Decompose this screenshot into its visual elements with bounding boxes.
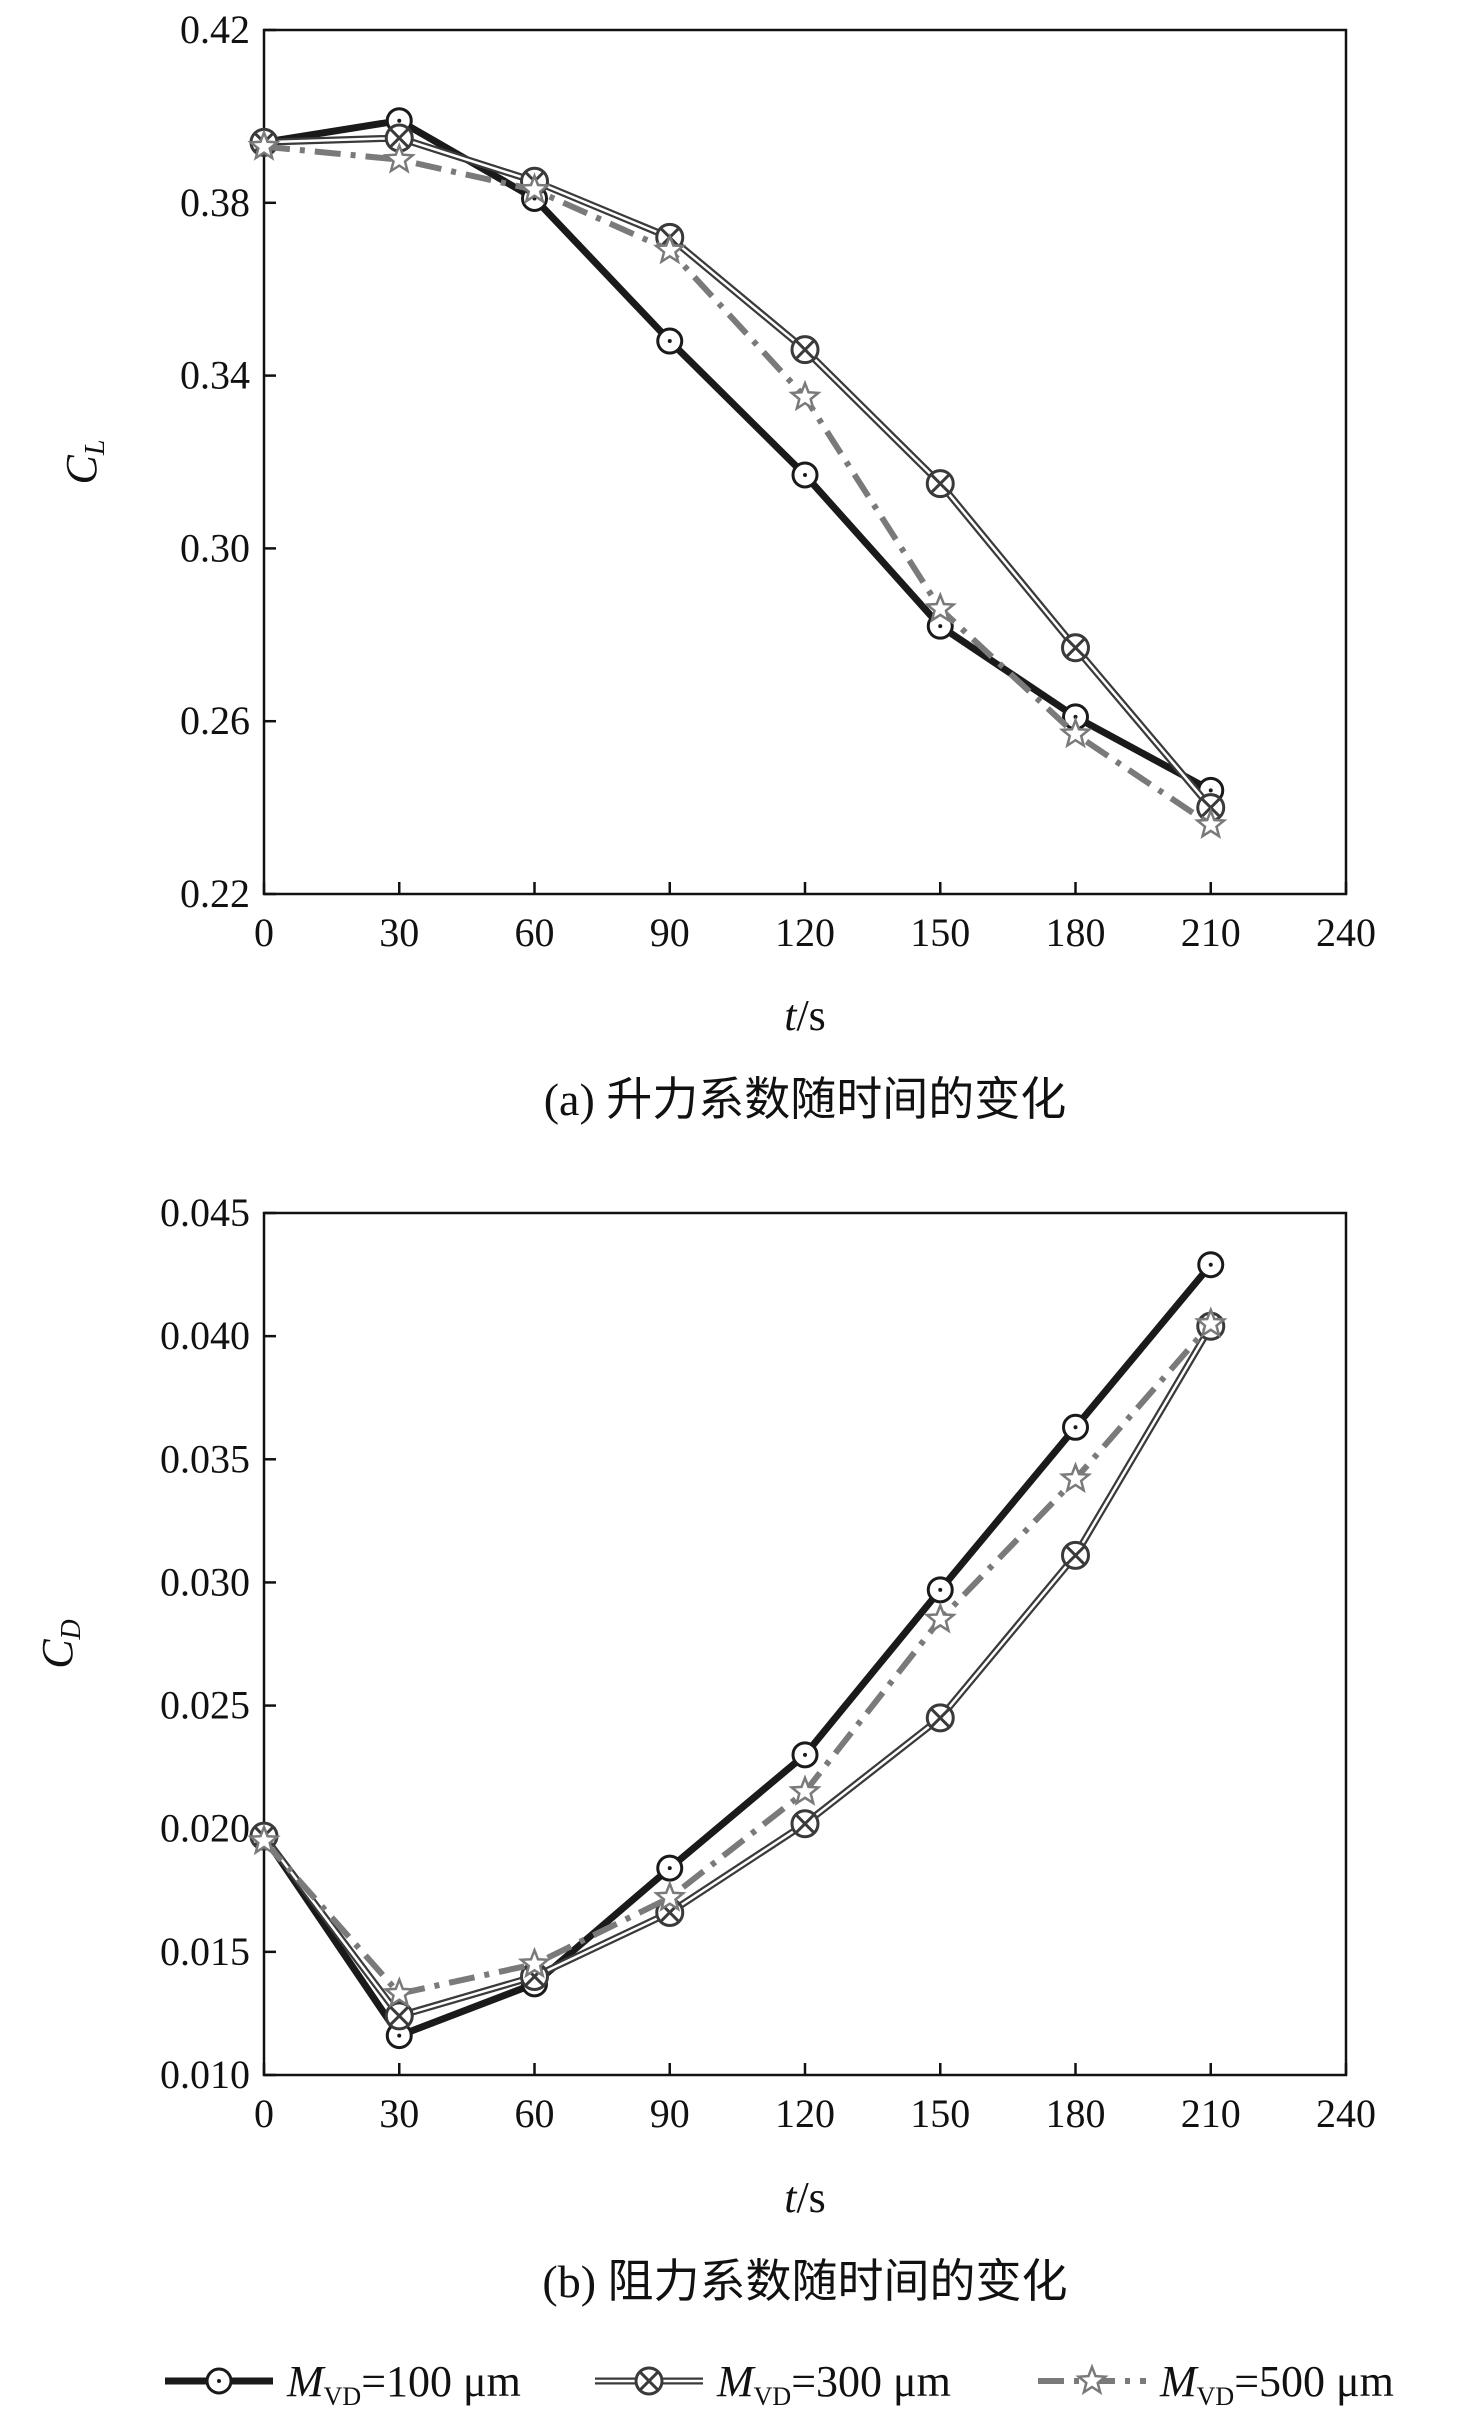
x-tick-label: 30 bbox=[379, 910, 419, 955]
legend-item: MVD=500 μm bbox=[1038, 2357, 1394, 2411]
chart-b-caption: (b) 阻力系数随时间的变化 bbox=[542, 2256, 1067, 2307]
data-point bbox=[1058, 716, 1093, 749]
x-tick-label: 0 bbox=[254, 910, 274, 955]
series-line-1 bbox=[261, 1262, 1214, 2040]
data-point bbox=[1058, 1461, 1093, 1494]
x-tick-label: 90 bbox=[650, 910, 690, 955]
x-tick-label: 210 bbox=[1181, 910, 1241, 955]
x-tick-label: 150 bbox=[910, 910, 970, 955]
data-point bbox=[788, 1774, 822, 1806]
chart-a-x-ticks: 0 30 60 90 120 150 180 210 240 bbox=[254, 882, 1376, 955]
data-point bbox=[1197, 1251, 1225, 1279]
x-tick-label: 240 bbox=[1316, 2091, 1376, 2136]
legend: MVD=100 μm MVD=300 μm MVD=500 μm bbox=[165, 2357, 1394, 2411]
chart-b-x-axis-label: t/s bbox=[784, 2173, 826, 2222]
series-line-2 bbox=[261, 1324, 1214, 2020]
data-point bbox=[656, 327, 684, 355]
series-line-3 bbox=[261, 1321, 1214, 1998]
chart-b-x-ticks: 0 30 60 90 120 150 180 210 240 bbox=[254, 2063, 1376, 2136]
x-tick-label: 180 bbox=[1046, 2091, 1106, 2136]
y-tick-label: 0.26 bbox=[180, 698, 250, 743]
legend-label: MVD=500 μm bbox=[1159, 2357, 1394, 2411]
y-tick-label: 0.015 bbox=[160, 1929, 250, 1974]
chart-b-y-ticks: 0.010 0.015 0.020 0.025 0.030 0.035 0.040 0.045 bbox=[160, 1190, 276, 2097]
y-tick-label: 0.045 bbox=[160, 1190, 250, 1235]
series-line-2 bbox=[263, 134, 1214, 810]
data-point bbox=[923, 1601, 957, 1634]
data-point bbox=[790, 335, 820, 365]
chart-a-y-ticks: 0.22 0.26 0.30 0.34 0.38 0.42 bbox=[180, 7, 276, 916]
data-point bbox=[517, 172, 552, 205]
y-tick-label: 0.22 bbox=[180, 871, 250, 916]
x-tick-label: 90 bbox=[650, 2091, 690, 2136]
chart-a-caption: (a) 升力系数随时间的变化 bbox=[544, 1074, 1067, 1125]
data-point bbox=[382, 142, 416, 174]
x-tick-label: 30 bbox=[379, 2091, 419, 2136]
data-point bbox=[384, 123, 414, 153]
data-point bbox=[926, 1576, 954, 1604]
chart-b-plot-area bbox=[262, 1211, 1348, 2077]
data-point bbox=[791, 461, 819, 489]
y-tick-label: 0.30 bbox=[180, 525, 250, 570]
y-tick-label: 0.035 bbox=[160, 1436, 250, 1481]
legend-swatch-marker bbox=[1075, 2363, 1109, 2396]
data-point bbox=[788, 379, 822, 412]
legend-swatch-marker bbox=[634, 2366, 664, 2396]
x-tick-label: 180 bbox=[1046, 910, 1106, 955]
data-point bbox=[384, 2001, 414, 2031]
chart-a-y-axis-label: CL bbox=[57, 440, 111, 485]
x-tick-label: 240 bbox=[1316, 910, 1376, 955]
legend-label: MVD=300 μm bbox=[716, 2357, 951, 2411]
legend-label: MVD=100 μm bbox=[286, 2357, 521, 2411]
data-point bbox=[1194, 807, 1228, 840]
x-tick-label: 120 bbox=[775, 2091, 835, 2136]
data-point bbox=[247, 1823, 281, 1856]
chart-b: 0.010 0.015 0.020 0.025 0.030 0.035 0.040 0.045… bbox=[33, 1190, 1376, 2307]
data-point bbox=[1062, 1413, 1089, 1441]
y-tick-label: 0.030 bbox=[160, 1559, 250, 1604]
x-tick-label: 210 bbox=[1181, 2091, 1241, 2136]
series-line-1 bbox=[263, 117, 1213, 794]
data-point bbox=[653, 1880, 687, 1912]
data-point bbox=[925, 469, 955, 499]
y-tick-label: 0.010 bbox=[160, 2052, 250, 2097]
data-point bbox=[653, 232, 687, 265]
y-tick-label: 0.34 bbox=[180, 353, 250, 398]
x-tick-label: 0 bbox=[254, 2091, 274, 2136]
y-tick-label: 0.38 bbox=[180, 180, 250, 225]
chart-b-series bbox=[247, 1251, 1228, 2050]
legend-item: MVD=300 μm bbox=[595, 2357, 951, 2411]
chart-a-series bbox=[247, 107, 1228, 840]
series-line-3 bbox=[263, 143, 1213, 828]
data-point bbox=[517, 1946, 552, 1979]
x-tick-label: 150 bbox=[910, 2091, 970, 2136]
data-point bbox=[247, 129, 281, 161]
data-point bbox=[790, 1809, 820, 1839]
chart-b-y-axis-label: CD bbox=[33, 1619, 87, 1669]
data-point bbox=[1061, 1540, 1090, 1570]
y-tick-label: 0.42 bbox=[180, 7, 250, 52]
y-tick-label: 0.040 bbox=[160, 1313, 250, 1358]
data-point bbox=[382, 1976, 416, 2008]
data-point bbox=[1061, 633, 1090, 663]
y-tick-label: 0.020 bbox=[160, 1806, 250, 1851]
legend-item: MVD=100 μm bbox=[165, 2357, 521, 2411]
chart-a: 0.22 0.26 0.30 0.34 0.38 0.42 0 30 60 90 120 150 18… bbox=[57, 7, 1376, 1125]
x-tick-label: 60 bbox=[515, 2091, 555, 2136]
x-tick-label: 120 bbox=[775, 910, 835, 955]
data-point bbox=[1194, 1306, 1228, 1339]
data-point bbox=[791, 1741, 819, 1769]
data-point bbox=[656, 1854, 684, 1882]
data-point bbox=[923, 591, 957, 624]
x-tick-label: 60 bbox=[515, 910, 555, 955]
chart-a-x-axis-label: t/s bbox=[784, 991, 826, 1040]
data-point bbox=[925, 1703, 955, 1733]
y-tick-label: 0.025 bbox=[160, 1683, 250, 1728]
legend-swatch-marker bbox=[205, 2367, 233, 2395]
